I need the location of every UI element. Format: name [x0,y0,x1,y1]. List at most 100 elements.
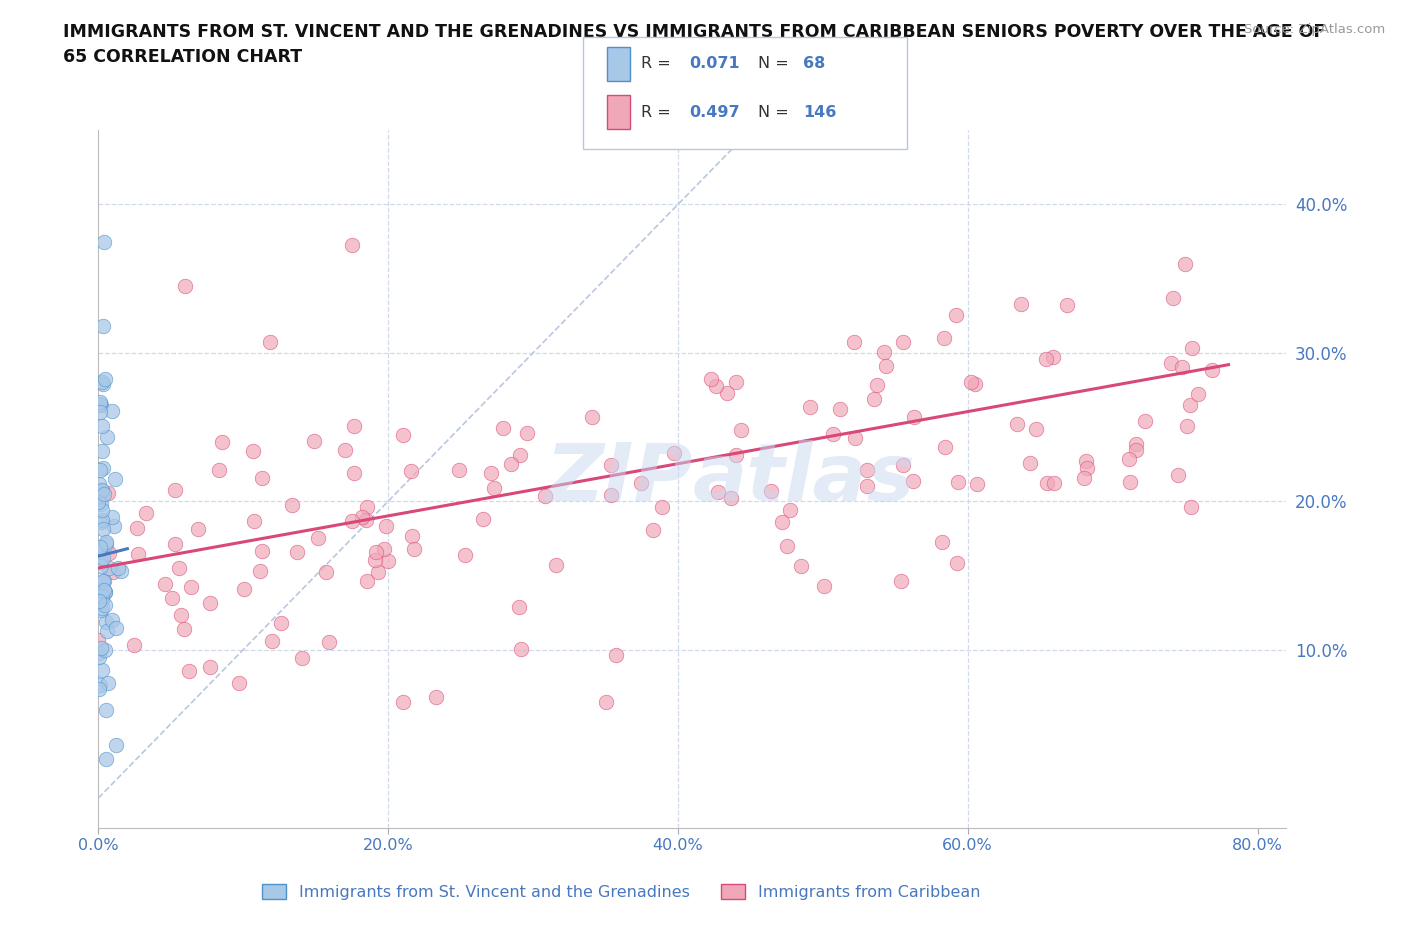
Point [252,544,274,559]
Point [103,519,125,534]
Point [93,234,115,249]
Point [932,331,955,346]
Point [281,497,304,512]
Point [318,634,340,649]
Point [790,558,813,573]
Point [211,434,233,449]
Point [704,379,727,393]
Point [160,591,183,605]
Point [87,477,110,492]
Point [90,601,112,616]
Point [1174,257,1197,272]
Point [94,584,117,599]
Point [931,535,953,550]
Point [343,466,366,481]
Point [401,463,423,478]
Point [89,485,111,500]
Point [960,375,983,390]
Point [1133,414,1156,429]
Point [1178,398,1201,413]
Point [228,676,250,691]
Point [90,559,112,574]
Text: ZIP: ZIP [546,440,692,518]
Point [844,431,866,445]
Point [285,545,308,560]
Point [343,418,366,433]
Point [94,598,117,613]
Point [1160,356,1182,371]
Point [1125,443,1147,458]
Point [1161,290,1184,305]
Point [1035,352,1057,366]
Point [91,522,114,537]
Point [89,649,111,664]
Point [91,418,114,433]
Point [510,642,533,657]
Point [699,372,721,387]
Point [471,512,494,527]
Point [270,616,292,631]
Point [94,534,117,549]
Point [354,512,377,527]
Text: 0.497: 0.497 [689,104,740,120]
Point [730,422,752,437]
Point [1201,363,1223,378]
Point [946,555,969,570]
Point [243,514,266,529]
Point [823,427,845,442]
Point [903,409,925,424]
Point [93,643,115,658]
Point [1036,476,1059,491]
Point [260,633,283,648]
Point [356,499,378,514]
Point [799,399,821,414]
Point [93,487,115,502]
Point [249,564,271,578]
Point [89,539,111,554]
Point [198,660,221,675]
Point [963,377,986,392]
Point [91,662,114,677]
Text: 146: 146 [803,104,837,120]
Point [875,358,897,373]
Point [651,499,673,514]
Point [198,595,221,610]
Point [720,490,742,505]
Text: R =: R = [641,104,676,120]
Point [163,537,186,551]
Point [153,577,176,591]
Point [91,551,114,565]
Point [101,612,124,627]
Point [94,703,117,718]
Point [855,463,877,478]
Point [103,565,125,580]
Point [87,682,110,697]
Point [945,308,967,323]
Point [333,443,356,458]
Point [89,677,111,692]
Point [479,466,502,481]
Point [1010,297,1032,312]
Point [761,484,783,498]
Point [173,621,195,636]
Point [534,488,557,503]
Point [1171,360,1194,375]
Point [873,344,896,359]
Point [1005,417,1028,432]
Point [934,440,956,455]
Point [630,475,652,490]
Point [373,542,395,557]
Point [367,565,389,579]
Point [94,372,117,387]
Point [482,481,505,496]
Point [662,445,685,460]
Point [891,458,914,472]
Point [641,523,664,538]
Point [307,531,329,546]
Point [364,553,387,568]
Point [1076,461,1098,476]
Point [516,425,538,440]
Point [87,582,110,597]
Point [107,561,129,576]
Point [891,335,914,350]
